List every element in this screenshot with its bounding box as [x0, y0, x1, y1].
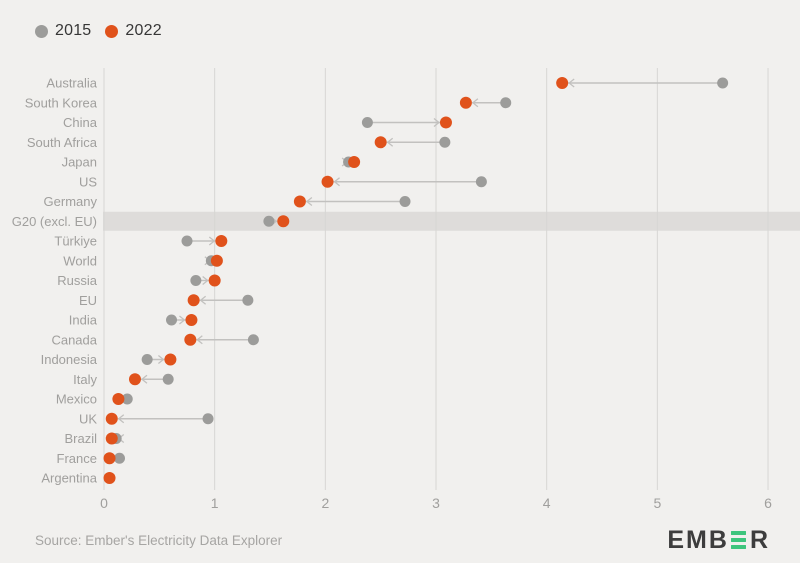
- row-label: France: [57, 451, 97, 466]
- dot-2022: [348, 156, 361, 168]
- dot-2022: [103, 452, 116, 465]
- dot-2022: [374, 136, 387, 149]
- legend-item-2015: 2015: [35, 22, 91, 40]
- dot-2015: [181, 235, 193, 247]
- dot-2022: [112, 393, 125, 405]
- dot-2015: [202, 413, 214, 425]
- dot-2022: [105, 412, 118, 425]
- row-label: South Africa: [27, 135, 98, 150]
- row-label: China: [63, 115, 98, 130]
- row-label: UK: [79, 411, 97, 426]
- dot-2015: [121, 393, 133, 405]
- row-label: Italy: [73, 372, 97, 387]
- dot-2022: [277, 215, 290, 228]
- arrowhead-icon: [471, 98, 479, 108]
- arrowhead-icon: [196, 335, 203, 345]
- dot-2015: [113, 452, 125, 464]
- dot-2022: [187, 294, 200, 307]
- arrowhead-icon: [199, 295, 207, 305]
- row-label: Indonesia: [41, 352, 98, 367]
- dot-2022: [185, 314, 198, 326]
- legend-dot-2015-icon: [35, 24, 48, 38]
- row-label: South Korea: [25, 95, 98, 110]
- arrowhead-icon: [333, 177, 340, 187]
- row-label: World: [63, 253, 97, 268]
- dot-2022: [459, 96, 472, 109]
- dot-2022: [556, 77, 569, 89]
- legend: 2015 2022: [35, 22, 162, 40]
- highlight-band: [103, 211, 800, 231]
- row-label: G20 (excl. EU): [12, 214, 97, 229]
- row-label: EU: [79, 293, 97, 308]
- source-note: Source: Ember's Electricity Data Explore…: [35, 532, 283, 548]
- legend-item-2022: 2022: [105, 22, 162, 40]
- row-label: India: [69, 313, 98, 328]
- arrowhead-icon: [568, 78, 575, 88]
- row-label: Mexico: [56, 392, 97, 407]
- arrowhead-icon: [433, 117, 441, 128]
- arrowhead-icon: [305, 196, 313, 207]
- x-tick-label: 6: [764, 495, 772, 511]
- logo-green-e-icon: [730, 531, 746, 549]
- dot-2015: [162, 373, 174, 385]
- dot-2015: [399, 196, 411, 207]
- dot-2022: [103, 472, 116, 484]
- row-label: Australia: [46, 76, 97, 91]
- row-label: Brazil: [64, 431, 97, 446]
- legend-label-2022: 2022: [125, 22, 162, 39]
- dot-2022: [210, 254, 223, 267]
- dot-2022: [208, 274, 221, 287]
- logo-text-emb: EMB: [667, 525, 729, 554]
- footer: Source: Ember's Electricity Data Explore…: [0, 517, 800, 563]
- dot-2022: [439, 116, 452, 129]
- dot-2015: [717, 77, 729, 89]
- dot-2022: [321, 175, 334, 188]
- dot-2015: [361, 117, 373, 128]
- x-tick-label: 0: [100, 495, 108, 511]
- row-label: Russia: [57, 273, 98, 288]
- row-label: US: [79, 174, 97, 189]
- x-tick-label: 1: [211, 495, 219, 511]
- dot-2022: [105, 432, 118, 445]
- row-label: Canada: [51, 332, 97, 347]
- arrowhead-icon: [140, 374, 148, 384]
- arrowhead-icon: [117, 414, 125, 424]
- dot-2022: [184, 333, 197, 346]
- ember-logo: EMB R: [667, 526, 770, 555]
- dot-2022: [215, 235, 228, 247]
- dot-2015: [190, 275, 202, 286]
- arrowhead-icon: [208, 236, 216, 246]
- arrowhead-icon: [157, 354, 165, 365]
- dot-2015: [141, 354, 153, 365]
- arrowhead-icon: [202, 275, 209, 286]
- dot-2022: [128, 373, 141, 386]
- dot-2022: [164, 353, 177, 366]
- dot-2015: [439, 136, 451, 148]
- legend-label-2015: 2015: [55, 22, 92, 39]
- arrowhead-icon: [179, 315, 186, 325]
- logo-text-r: R: [749, 525, 770, 554]
- dot-2015: [475, 176, 487, 188]
- row-label: Argentina: [41, 471, 97, 486]
- dot-2015: [242, 294, 254, 306]
- x-tick-label: 4: [543, 495, 551, 511]
- row-label: Türkiye: [54, 234, 97, 249]
- legend-dot-2022-icon: [105, 24, 119, 38]
- x-tick-label: 2: [321, 495, 329, 511]
- row-label: Germany: [44, 194, 98, 209]
- dot-2015: [247, 334, 259, 346]
- dot-2015: [166, 314, 178, 326]
- dot-2015: [263, 215, 275, 227]
- dot-2022: [293, 195, 306, 208]
- x-tick-label: 3: [432, 495, 440, 511]
- row-label: Japan: [62, 155, 97, 170]
- x-tick-label: 5: [653, 495, 661, 511]
- arrowhead-icon: [386, 137, 394, 147]
- dot-2015: [500, 97, 512, 109]
